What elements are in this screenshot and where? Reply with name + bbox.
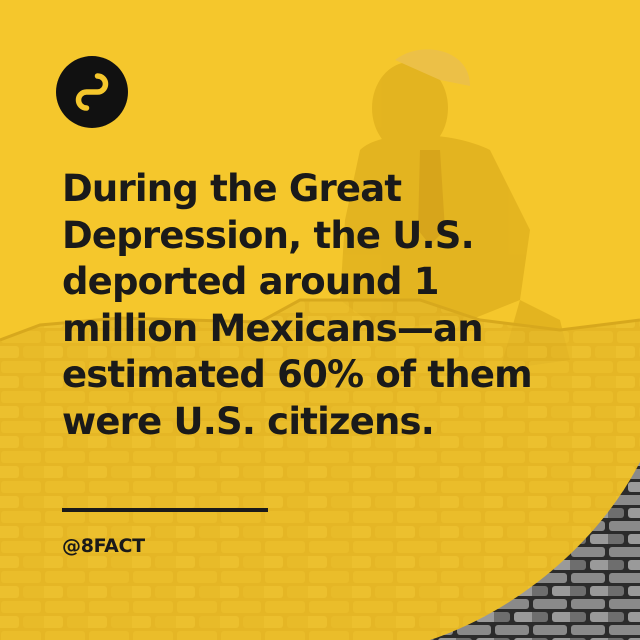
brand-logo xyxy=(56,56,128,128)
account-handle: @8FACT xyxy=(62,535,145,557)
divider-line xyxy=(62,508,268,512)
fact-headline: During the Great Depression, the U.S. de… xyxy=(62,167,533,443)
infinity-8-icon xyxy=(75,73,109,111)
person-silhouette xyxy=(340,49,570,370)
stone-wall xyxy=(0,298,640,640)
